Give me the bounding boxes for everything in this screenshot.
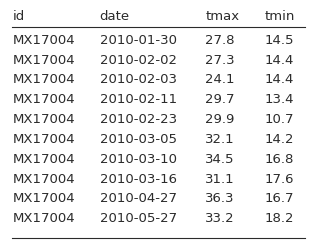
- Text: 33.2: 33.2: [205, 212, 235, 225]
- Text: 16.7: 16.7: [264, 192, 294, 205]
- Text: MX17004: MX17004: [12, 153, 75, 166]
- Text: 31.1: 31.1: [205, 173, 235, 186]
- Text: MX17004: MX17004: [12, 113, 75, 126]
- Text: 10.7: 10.7: [264, 113, 294, 126]
- Text: 2010-03-05: 2010-03-05: [100, 133, 177, 146]
- Text: MX17004: MX17004: [12, 133, 75, 146]
- Text: 29.7: 29.7: [205, 93, 235, 106]
- Text: MX17004: MX17004: [12, 212, 75, 225]
- Text: 2010-03-10: 2010-03-10: [100, 153, 177, 166]
- Text: 24.1: 24.1: [205, 73, 235, 86]
- Text: MX17004: MX17004: [12, 192, 75, 205]
- Text: 27.8: 27.8: [205, 34, 235, 47]
- Text: 14.4: 14.4: [264, 54, 294, 66]
- Text: 32.1: 32.1: [205, 133, 235, 146]
- Text: tmin: tmin: [264, 10, 295, 23]
- Text: 2010-01-30: 2010-01-30: [100, 34, 177, 47]
- Text: 17.6: 17.6: [264, 173, 294, 186]
- Text: 18.2: 18.2: [264, 212, 294, 225]
- Text: MX17004: MX17004: [12, 173, 75, 186]
- Text: 2010-02-11: 2010-02-11: [100, 93, 177, 106]
- Text: 16.8: 16.8: [264, 153, 294, 166]
- Text: 2010-02-03: 2010-02-03: [100, 73, 177, 86]
- Text: 14.4: 14.4: [264, 73, 294, 86]
- Text: 2010-02-02: 2010-02-02: [100, 54, 177, 66]
- Text: MX17004: MX17004: [12, 34, 75, 47]
- Text: 2010-05-27: 2010-05-27: [100, 212, 177, 225]
- Text: 13.4: 13.4: [264, 93, 294, 106]
- Text: date: date: [100, 10, 130, 23]
- Text: 27.3: 27.3: [205, 54, 235, 66]
- Text: 2010-04-27: 2010-04-27: [100, 192, 177, 205]
- Text: tmax: tmax: [205, 10, 239, 23]
- Text: MX17004: MX17004: [12, 54, 75, 66]
- Text: id: id: [12, 10, 25, 23]
- Text: 14.5: 14.5: [264, 34, 294, 47]
- Text: 36.3: 36.3: [205, 192, 235, 205]
- Text: 34.5: 34.5: [205, 153, 235, 166]
- Text: 2010-02-23: 2010-02-23: [100, 113, 177, 126]
- Text: MX17004: MX17004: [12, 93, 75, 106]
- Text: 2010-03-16: 2010-03-16: [100, 173, 177, 186]
- Text: 29.9: 29.9: [205, 113, 234, 126]
- Text: 14.2: 14.2: [264, 133, 294, 146]
- Text: MX17004: MX17004: [12, 73, 75, 86]
